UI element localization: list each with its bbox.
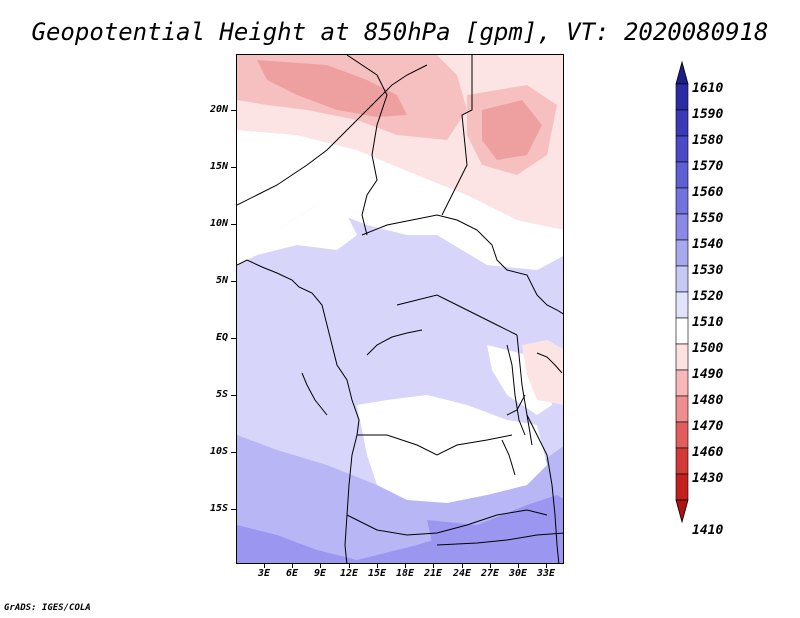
lon-label-15e: 15E [367,568,387,579]
map-svg [237,55,563,563]
map-panel [236,54,564,564]
lat-label-5s: 5S [215,389,228,400]
field-band-1510-south [357,395,547,503]
colorbar-label: 1520 [692,289,724,304]
lat-label-eq: EQ [215,332,228,343]
field-band-1540-east [427,495,563,563]
lon-label-6e: 6E [285,568,299,579]
lon-tick [377,564,378,568]
lon-tick [405,564,406,568]
lon-tick [490,564,491,568]
colorbar-label: 1580 [692,133,724,148]
lon-tick [320,564,321,568]
colorbar-label: 1590 [692,107,724,122]
lon-label-21e: 21E [423,568,443,579]
colorbar-segment [675,213,689,241]
lat-label-10s: 10S [209,446,228,457]
colorbar-segment [675,83,689,111]
colorbar-segment [675,317,689,345]
field-band-1510-east [487,345,552,415]
lat-tick [231,281,236,282]
colorbar-label: 1490 [692,367,724,382]
field-patch-1500-east [522,340,563,405]
lon-label-27e: 27E [480,568,500,579]
lat-label-5n: 5N [215,275,228,286]
lon-tick [462,564,463,568]
lat-tick [231,509,236,510]
chart-title: Geopotential Height at 850hPa [gpm], VT:… [31,18,769,46]
field-band-1480-east [482,100,542,160]
colorbar-segment [675,291,689,319]
colorbar-label: 1540 [692,237,724,252]
lon-label-30e: 30E [508,568,528,579]
lat-label-10n: 10N [209,218,228,229]
lat-label-20n: 20N [209,104,228,115]
lon-tick [433,564,434,568]
colorbar-segment [675,135,689,163]
lat-label-15n: 15N [209,161,228,172]
colorbar-bottom-arrow [675,499,689,524]
colorbar-segment [675,187,689,215]
field-band-1480 [257,60,407,117]
colorbar-label: 1570 [692,159,724,174]
field-band-1510-west [237,205,357,265]
colorbar-label: 1560 [692,185,724,200]
grads-credit: GrADS: IGES/COLA [4,603,91,613]
colorbar-label: 1610 [692,81,724,96]
colorbar-label: 1410 [692,523,724,538]
lat-tick [231,224,236,225]
colorbar-segment [675,239,689,267]
lon-label-24e: 24E [452,568,472,579]
lon-tick [349,564,350,568]
lat-tick [231,338,236,339]
colorbar-label: 1500 [692,341,724,356]
colorbar-label: 1510 [692,315,724,330]
lon-label-3e: 3E [257,568,271,579]
colorbar-segment [675,161,689,189]
colorbar-segment [675,369,689,397]
coastlines [237,55,563,563]
colorbar-segment [675,447,689,475]
lon-label-9e: 9E [313,568,327,579]
colorbar-label: 1550 [692,211,724,226]
colorbar-label: 1430 [692,471,724,486]
colorbar-label: 1460 [692,445,724,460]
lon-tick [518,564,519,568]
colorbar-segment [675,473,689,501]
colorbar-segment [675,265,689,293]
lon-label-18e: 18E [395,568,415,579]
colorbar-segment [675,395,689,423]
colorbar-segment [675,343,689,371]
lat-label-15s: 15S [209,503,228,514]
lat-tick [231,395,236,396]
lon-tick [264,564,265,568]
colorbar-label: 1530 [692,263,724,278]
lon-tick [292,564,293,568]
colorbar-label: 1480 [692,393,724,408]
colorbar-segment [675,421,689,449]
lat-tick [231,452,236,453]
lon-tick [546,564,547,568]
colorbar-segment [675,109,689,137]
lon-label-33e: 33E [536,568,556,579]
colorbar [675,60,689,524]
lat-tick [231,110,236,111]
lat-tick [231,167,236,168]
lon-label-12e: 12E [339,568,359,579]
colorbar-label: 1470 [692,419,724,434]
colorbar-top-arrow [675,60,689,85]
